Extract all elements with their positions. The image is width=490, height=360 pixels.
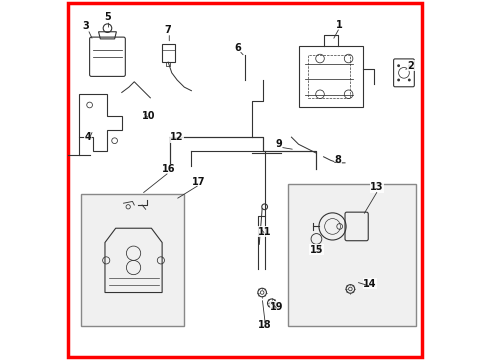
Circle shape [408, 78, 411, 81]
Text: 11: 11 [258, 227, 271, 237]
Text: 19: 19 [270, 302, 284, 312]
Text: 4: 4 [84, 132, 91, 142]
Bar [288, 184, 416, 327]
Text: 16: 16 [161, 164, 175, 174]
Bar [81, 194, 184, 327]
Circle shape [397, 64, 400, 67]
Text: 2: 2 [408, 61, 415, 71]
Text: 15: 15 [310, 245, 323, 255]
Text: 1: 1 [336, 19, 343, 30]
Text: 8: 8 [335, 156, 342, 165]
Circle shape [397, 78, 400, 81]
Text: 14: 14 [363, 279, 377, 289]
Text: 3: 3 [83, 21, 89, 31]
Text: 10: 10 [142, 111, 155, 121]
Text: 18: 18 [258, 320, 271, 330]
Text: 17: 17 [192, 177, 205, 187]
Text: 13: 13 [370, 182, 384, 192]
Text: 12: 12 [171, 132, 184, 142]
Text: 9: 9 [275, 139, 282, 149]
Text: 7: 7 [165, 25, 172, 35]
Text: 5: 5 [104, 13, 111, 22]
Circle shape [408, 64, 411, 67]
Text: 6: 6 [235, 43, 241, 53]
